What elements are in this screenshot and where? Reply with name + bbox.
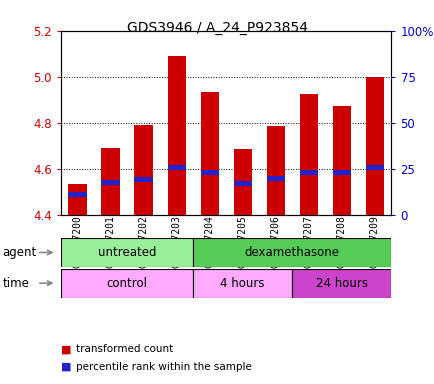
Text: time: time bbox=[2, 277, 29, 290]
Bar bbox=[200, 170, 218, 175]
Bar bbox=[332, 106, 350, 215]
Text: control: control bbox=[106, 277, 147, 290]
Bar bbox=[101, 148, 119, 215]
Bar bbox=[61, 269, 193, 298]
Bar bbox=[134, 125, 152, 215]
Bar bbox=[200, 92, 218, 215]
Bar bbox=[299, 170, 317, 175]
Bar bbox=[292, 269, 391, 298]
Text: ■: ■ bbox=[61, 362, 71, 372]
Text: dexamethasone: dexamethasone bbox=[244, 246, 339, 259]
Bar bbox=[332, 170, 350, 175]
Text: ■: ■ bbox=[61, 344, 71, 354]
Bar bbox=[101, 180, 119, 185]
Bar bbox=[233, 149, 251, 215]
Bar bbox=[193, 238, 391, 267]
Text: transformed count: transformed count bbox=[76, 344, 173, 354]
Bar bbox=[266, 175, 284, 181]
Text: percentile rank within the sample: percentile rank within the sample bbox=[76, 362, 251, 372]
Bar bbox=[365, 165, 383, 170]
Bar bbox=[167, 165, 185, 170]
Bar bbox=[193, 269, 292, 298]
Text: 4 hours: 4 hours bbox=[220, 277, 264, 290]
Bar bbox=[266, 126, 284, 215]
Text: GDS3946 / A_24_P923854: GDS3946 / A_24_P923854 bbox=[127, 21, 307, 35]
Bar bbox=[68, 192, 86, 197]
Text: untreated: untreated bbox=[98, 246, 156, 259]
Bar bbox=[61, 238, 193, 267]
Bar bbox=[299, 94, 317, 215]
Bar bbox=[233, 181, 251, 187]
Bar bbox=[134, 177, 152, 182]
Bar bbox=[68, 184, 86, 215]
Bar bbox=[167, 56, 185, 215]
Bar bbox=[365, 77, 383, 215]
Text: agent: agent bbox=[2, 246, 36, 259]
Text: 24 hours: 24 hours bbox=[315, 277, 367, 290]
